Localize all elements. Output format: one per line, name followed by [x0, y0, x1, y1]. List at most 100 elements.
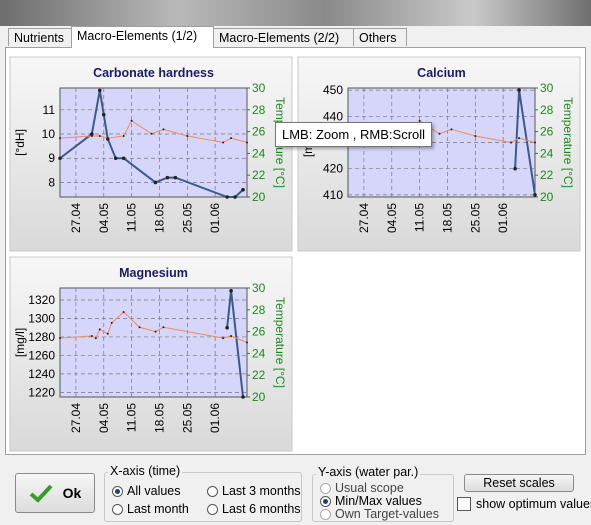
- data-point: [225, 195, 229, 199]
- y2-tick-label: 30: [252, 81, 266, 95]
- y-tick-label: 11: [43, 103, 56, 117]
- data-point: [474, 134, 477, 137]
- y2-tick-label: 30: [252, 281, 266, 295]
- data-point: [58, 156, 62, 161]
- series-line: [59, 119, 248, 144]
- x-tick-label: 27.04: [357, 203, 371, 233]
- y2-axis-label: Temperature [°C]: [561, 97, 575, 188]
- data-point: [233, 195, 237, 199]
- y-tick-label: 450: [323, 83, 343, 97]
- data-point: [517, 88, 521, 92]
- x-tick-label: 27.04: [69, 203, 83, 233]
- ok-button[interactable]: Ok: [15, 473, 95, 513]
- tab-active[interactable]: Macro-Elements (1/2): [71, 26, 214, 48]
- radio-option[interactable]: Own Target-values: [320, 507, 454, 521]
- radio-option[interactable]: Min/Max values: [320, 494, 450, 508]
- data-point: [246, 341, 248, 344]
- x-axis-group: [104, 472, 302, 522]
- data-point: [130, 119, 133, 122]
- data-point: [222, 337, 225, 340]
- x-tick-label: 04.05: [97, 203, 111, 233]
- tab[interactable]: Nutrients: [8, 28, 72, 46]
- y2-tick-label: 26: [252, 325, 266, 339]
- radio-option[interactable]: All values: [112, 484, 202, 498]
- data-point: [229, 288, 233, 293]
- x-tick-label: 01.06: [208, 403, 222, 433]
- y2-axis-label: Temperature [°C]: [273, 297, 287, 388]
- y2-tick-label: 28: [252, 303, 266, 317]
- option-label: show optimum values: [476, 497, 591, 511]
- data-point: [90, 334, 93, 337]
- background-window: [0, 0, 591, 26]
- check-icon: [29, 484, 53, 503]
- data-point: [90, 132, 94, 136]
- data-point: [154, 330, 157, 333]
- y2-tick-label: 20: [540, 190, 554, 204]
- data-point: [230, 334, 233, 337]
- data-point: [418, 119, 421, 122]
- radio-option[interactable]: Usual scope: [320, 481, 450, 495]
- data-point: [153, 180, 158, 185]
- data-point: [165, 175, 170, 180]
- radio-option[interactable]: Last month: [112, 502, 202, 516]
- y2-tick-label: 22: [252, 368, 266, 382]
- data-point: [101, 112, 106, 117]
- data-point: [162, 128, 165, 131]
- data-point: [241, 395, 245, 399]
- data-point: [162, 326, 165, 329]
- x-tick-label: 25.05: [180, 203, 194, 233]
- y-tick-label: 8: [48, 175, 55, 189]
- y-axis-label: [°dH]: [13, 129, 27, 156]
- data-point: [98, 134, 101, 137]
- x-tick-label: 11.05: [125, 403, 139, 432]
- data-point: [110, 321, 113, 324]
- data-point: [97, 88, 102, 93]
- x-tick-label: 18.05: [152, 203, 166, 233]
- data-point: [222, 141, 225, 144]
- y2-tick-label: 22: [252, 168, 266, 182]
- tab[interactable]: Others: [353, 28, 407, 46]
- data-point: [59, 337, 61, 340]
- y2-tick-label: 20: [252, 390, 266, 404]
- x-tick-label: 04.05: [385, 203, 399, 233]
- data-point: [90, 134, 93, 137]
- y2-tick-label: 28: [252, 103, 266, 117]
- data-point: [173, 175, 178, 180]
- group-title: Y-axis (water par.): [316, 465, 421, 479]
- option-label: Usual scope: [335, 481, 404, 495]
- y-tick-label: 1300: [28, 311, 55, 325]
- data-point: [106, 332, 109, 335]
- y-tick-label: 410: [323, 188, 343, 202]
- data-point: [230, 137, 233, 140]
- x-tick-label: 25.05: [468, 203, 482, 233]
- checkbox-option[interactable]: show optimum values: [457, 497, 591, 511]
- y-tick-label: 9: [48, 151, 55, 165]
- option-label: Min/Max values: [335, 494, 422, 508]
- y-tick-label: 1220: [28, 385, 55, 399]
- data-point: [138, 326, 141, 329]
- data-point: [438, 132, 441, 135]
- data-point: [533, 193, 537, 197]
- data-point: [510, 141, 513, 144]
- plot-area: [59, 87, 248, 198]
- option-label: All values: [127, 484, 181, 498]
- y2-tick-label: 24: [252, 146, 266, 160]
- radio-option[interactable]: Last 3 months: [207, 484, 301, 498]
- x-tick-label: 01.06: [496, 203, 510, 233]
- option-label: Last 3 months: [222, 484, 301, 498]
- data-point: [534, 141, 536, 144]
- data-point: [150, 132, 153, 135]
- x-tick-label: 18.05: [440, 203, 454, 233]
- radio-option[interactable]: Last 6 months: [207, 502, 301, 516]
- x-tick-label: 11.05: [125, 203, 139, 232]
- data-point: [94, 337, 97, 340]
- y-axis-label: [mg/l]: [13, 328, 27, 357]
- chart-title: Magnesium: [119, 266, 188, 280]
- data-point: [106, 137, 109, 140]
- y-tick-label: 10: [42, 127, 56, 141]
- data-point: [122, 134, 125, 137]
- data-point: [241, 187, 245, 192]
- x-tick-label: 11.05: [413, 203, 427, 232]
- reset-button[interactable]: Reset scales: [464, 474, 574, 492]
